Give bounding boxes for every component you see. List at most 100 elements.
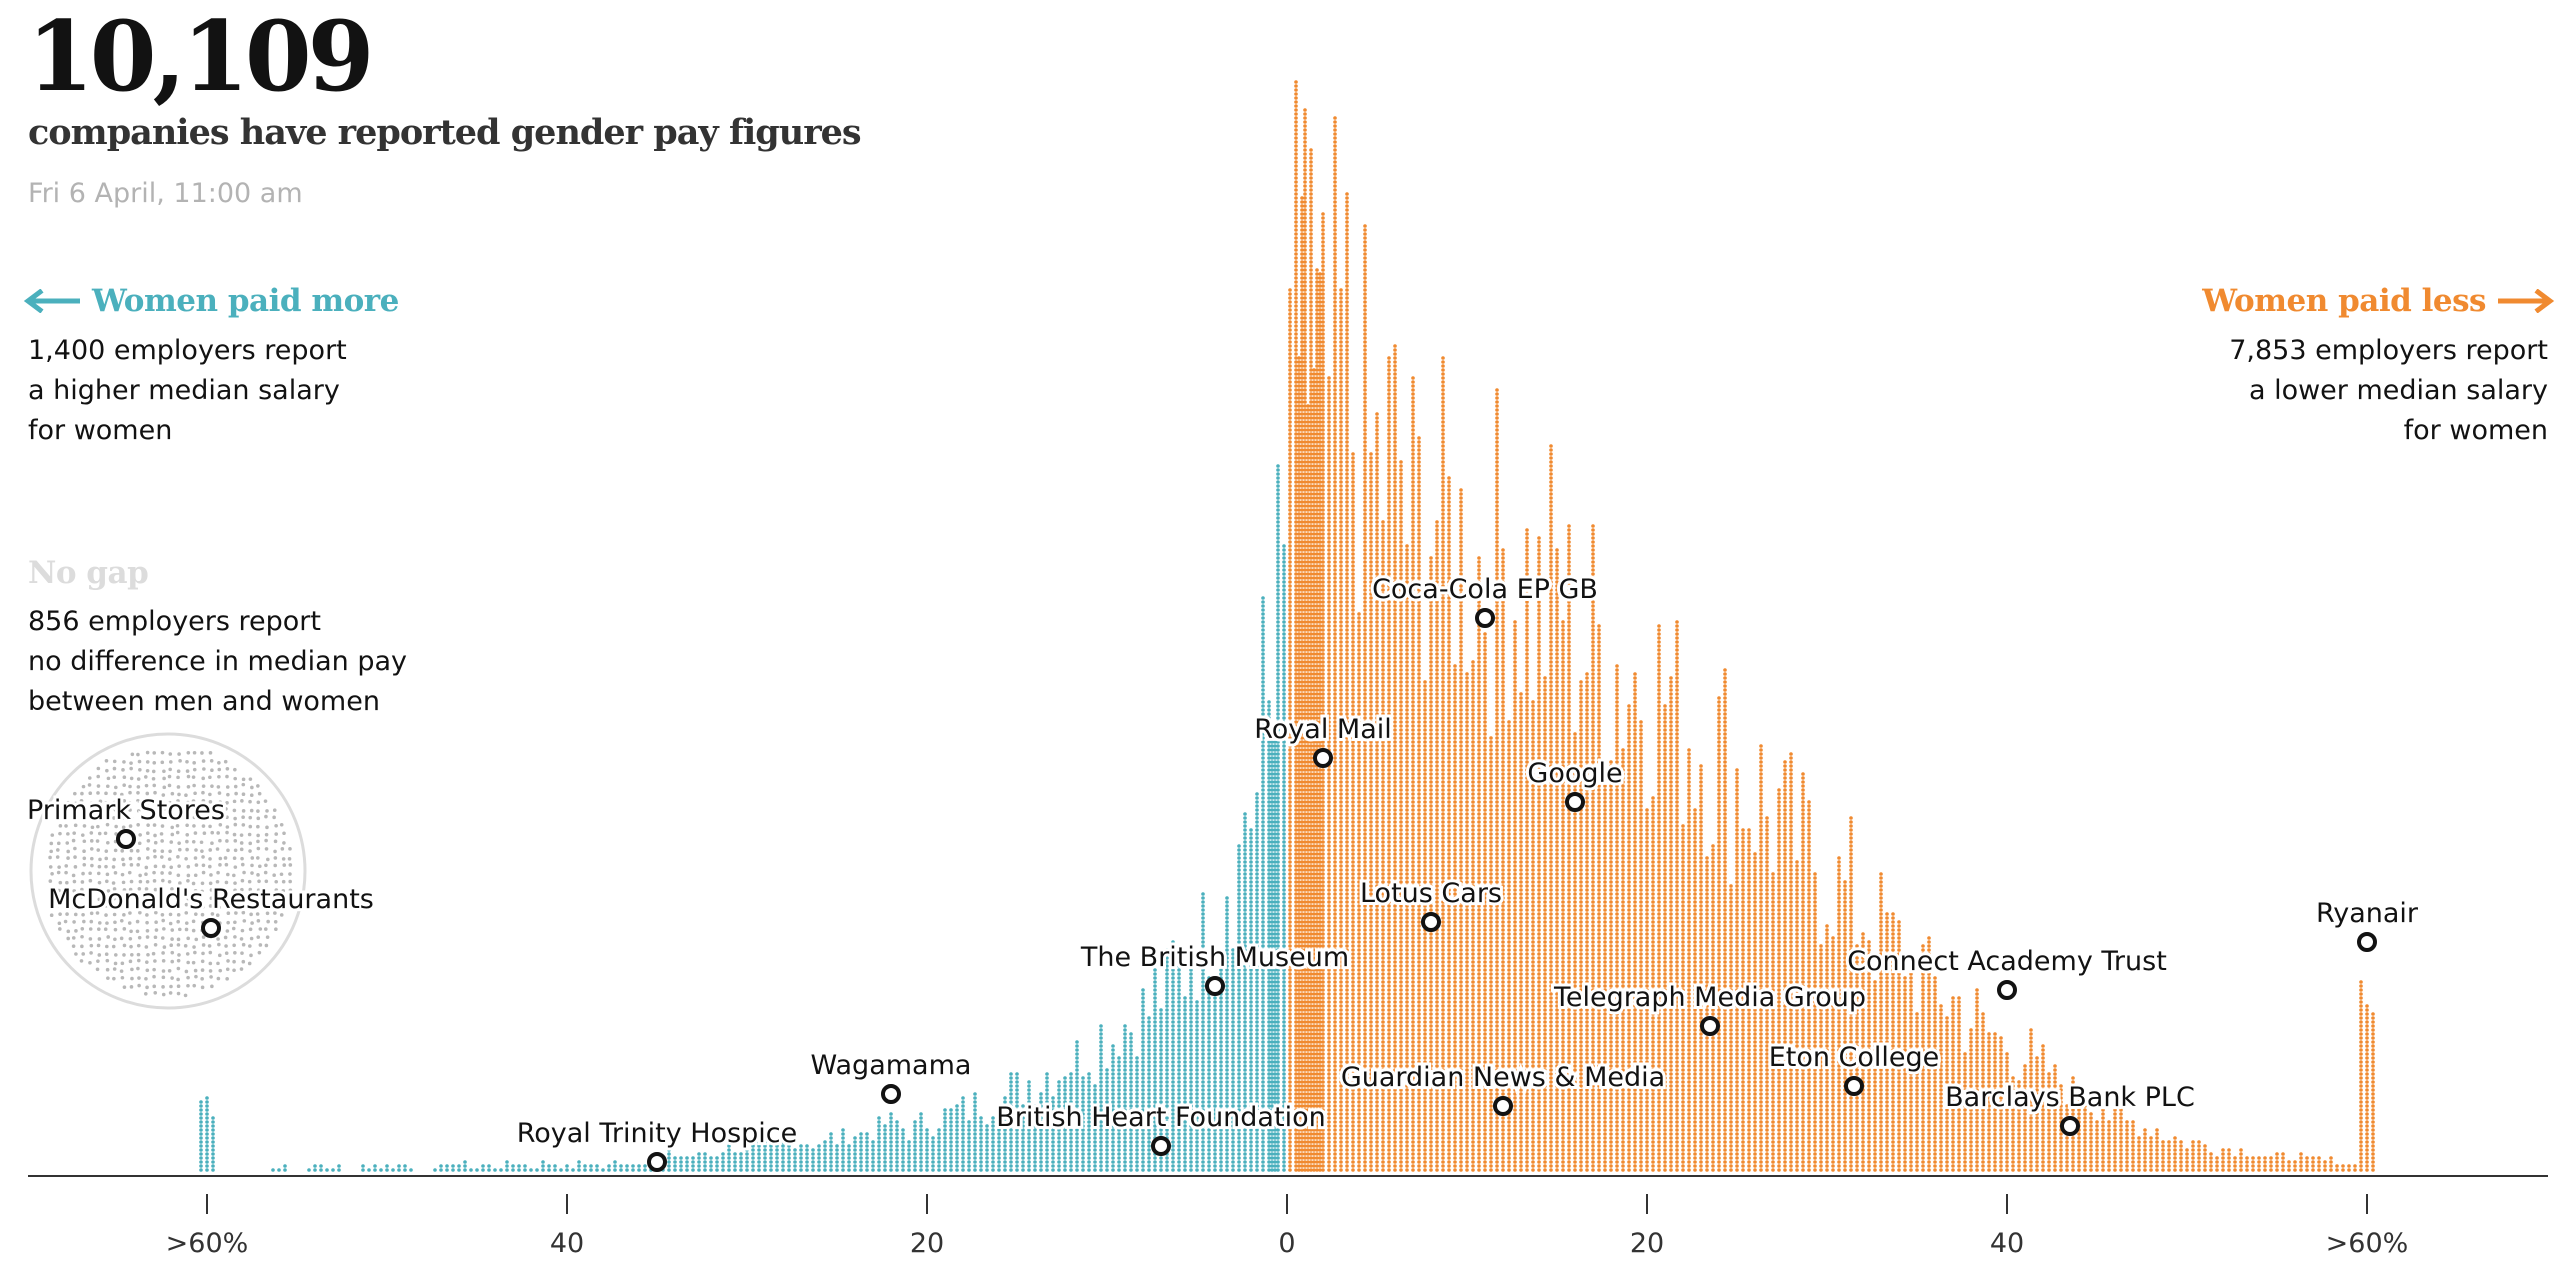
company-marker-ring bbox=[1702, 1018, 1718, 1034]
women-paid-less-column bbox=[1387, 344, 1403, 1172]
company-marker-ring bbox=[1153, 1138, 1169, 1154]
women-paid-more-column bbox=[811, 1140, 827, 1172]
x-tick-label: 40 bbox=[1990, 1228, 2024, 1259]
women-paid-more-column bbox=[199, 1096, 215, 1172]
company-marker-ring bbox=[649, 1154, 665, 1170]
company-marker-ring bbox=[2062, 1118, 2078, 1134]
x-tick-label: >60% bbox=[166, 1228, 249, 1259]
women-paid-less-column bbox=[1495, 388, 1511, 1172]
women-paid-less-column bbox=[1801, 772, 1817, 1172]
company-marker-ring bbox=[1477, 610, 1493, 626]
women-paid-more-dots bbox=[199, 464, 1286, 1172]
women-paid-more-column bbox=[667, 1148, 683, 1172]
x-tick-label: 0 bbox=[1278, 1228, 1295, 1259]
company-label: British Heart Foundation bbox=[996, 1102, 1325, 1133]
women-paid-more-column bbox=[361, 1164, 377, 1172]
women-paid-less-column bbox=[2251, 1156, 2267, 1172]
women-paid-less-column bbox=[1288, 80, 1304, 1172]
x-axis-ticks: >60% 40 20 0 20 40 >60% bbox=[166, 1194, 2409, 1259]
women-paid-less-column bbox=[1693, 764, 1709, 1172]
women-paid-more-column bbox=[469, 1164, 485, 1172]
women-paid-less-column bbox=[1711, 668, 1727, 1172]
women-paid-less-column bbox=[2197, 1140, 2213, 1172]
company-marker-ring bbox=[1495, 1098, 1511, 1114]
women-paid-more-column bbox=[541, 1160, 557, 1172]
women-paid-less-column bbox=[2089, 1108, 2105, 1172]
company-marker: McDonald's Restaurants bbox=[48, 884, 374, 936]
company-label: Connect Academy Trust bbox=[1847, 946, 2167, 977]
women-paid-less-line: a lower median salary bbox=[2128, 371, 2548, 411]
update-timestamp: Fri 6 April, 11:00 am bbox=[28, 178, 303, 209]
company-label: Eton College bbox=[1769, 1042, 1940, 1073]
no-gap-description: 856 employers report no difference in me… bbox=[28, 602, 428, 722]
company-label: Wagamama bbox=[811, 1050, 972, 1081]
women-paid-more-column bbox=[595, 1164, 611, 1172]
women-paid-less-column bbox=[1315, 212, 1331, 1172]
women-paid-less-column bbox=[1369, 412, 1385, 1172]
women-paid-less-column bbox=[1441, 356, 1457, 1172]
x-tick-label: 20 bbox=[910, 1228, 944, 1259]
no-gap-line: 856 employers report bbox=[28, 602, 428, 642]
women-paid-less-column bbox=[1729, 768, 1745, 1172]
women-paid-more-column bbox=[325, 1164, 341, 1172]
company-label: Royal Mail bbox=[1254, 714, 1392, 745]
women-paid-more-description: 1,400 employers report a higher median s… bbox=[28, 331, 428, 451]
women-paid-more-column bbox=[829, 1128, 845, 1172]
women-paid-more-column bbox=[559, 1164, 575, 1172]
women-paid-less-column bbox=[2341, 1164, 2357, 1172]
women-paid-more-line: for women bbox=[28, 411, 428, 451]
company-marker: Primark Stores bbox=[27, 795, 225, 847]
women-paid-less-column bbox=[1405, 376, 1421, 1172]
women-paid-less-heading: Women paid less bbox=[2202, 283, 2556, 319]
women-paid-less-column bbox=[2305, 1156, 2321, 1172]
women-paid-more-column bbox=[487, 1164, 503, 1172]
women-paid-more-column bbox=[1117, 1024, 1133, 1172]
women-paid-less-column bbox=[1351, 224, 1367, 1172]
no-gap-line: no difference in median pay bbox=[28, 642, 428, 682]
company-label: Coca-Cola EP GB bbox=[1372, 574, 1598, 605]
company-marker: Connect Academy Trust bbox=[1847, 946, 2167, 998]
company-label: The British Museum bbox=[1080, 942, 1349, 973]
women-paid-less-column bbox=[1603, 664, 1619, 1172]
women-paid-more-column bbox=[937, 1108, 953, 1172]
company-marker-ring bbox=[1315, 750, 1331, 766]
women-paid-less-column bbox=[2161, 1136, 2177, 1172]
women-paid-more-heading: Women paid more bbox=[22, 283, 399, 319]
women-paid-more-column bbox=[451, 1160, 467, 1172]
company-label: Primark Stores bbox=[27, 795, 225, 826]
company-label: Lotus Cars bbox=[1360, 878, 1502, 909]
women-paid-less-column bbox=[1639, 720, 1655, 1172]
women-paid-more-column bbox=[685, 1152, 701, 1172]
women-paid-more-column bbox=[1135, 988, 1151, 1172]
company-marker-ring bbox=[1207, 978, 1223, 994]
company-marker: Eton College bbox=[1769, 1042, 1940, 1094]
women-paid-more-column bbox=[613, 1160, 629, 1172]
women-paid-less-title: Women paid less bbox=[2202, 283, 2486, 319]
women-paid-more-line: a higher median salary bbox=[28, 371, 428, 411]
company-label: Telegraph Media Group bbox=[1553, 982, 1866, 1013]
women-paid-more-column bbox=[271, 1164, 287, 1172]
women-paid-more-column bbox=[901, 1120, 917, 1172]
women-paid-less-column bbox=[1333, 116, 1349, 1172]
women-paid-less-description: 7,853 employers report a lower median sa… bbox=[2128, 331, 2548, 451]
company-label: Royal Trinity Hospice bbox=[517, 1118, 798, 1149]
women-paid-more-column bbox=[379, 1164, 395, 1172]
company-marker-ring bbox=[1846, 1078, 1862, 1094]
arrow-right-icon bbox=[2498, 289, 2556, 313]
women-paid-more-column bbox=[577, 1160, 593, 1172]
no-gap-title: No gap bbox=[28, 555, 148, 591]
arrow-left-icon bbox=[22, 289, 80, 313]
no-gap-company-markers: Primark Stores McDonald's Restaurants bbox=[27, 795, 374, 936]
company-marker: Wagamama bbox=[811, 1050, 972, 1102]
women-paid-more-column bbox=[523, 1164, 539, 1172]
no-gap-dots bbox=[48, 751, 292, 997]
women-paid-more-column bbox=[973, 1092, 989, 1172]
company-label: McDonald's Restaurants bbox=[48, 884, 374, 915]
women-paid-more-column bbox=[1270, 464, 1286, 1172]
company-marker-ring bbox=[2359, 934, 2375, 950]
women-paid-less-column bbox=[1747, 744, 1763, 1172]
women-paid-less-column bbox=[1873, 872, 1889, 1172]
women-paid-less-column bbox=[1963, 988, 1979, 1172]
women-paid-more-column bbox=[505, 1160, 521, 1172]
women-paid-more-column bbox=[1171, 940, 1187, 1172]
